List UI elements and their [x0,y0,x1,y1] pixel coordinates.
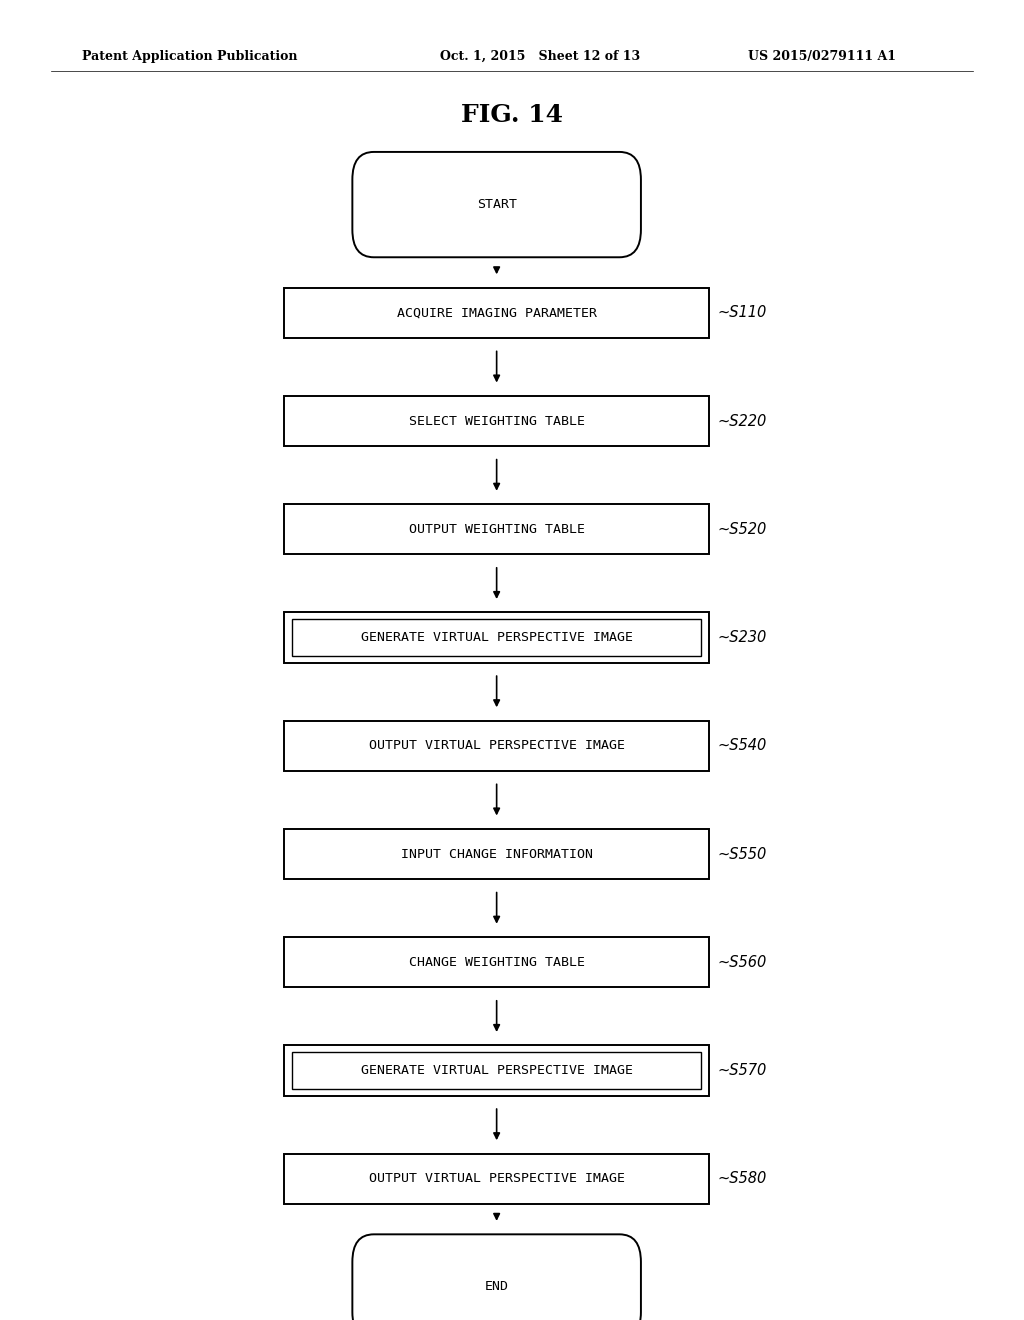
Text: GENERATE VIRTUAL PERSPECTIVE IMAGE: GENERATE VIRTUAL PERSPECTIVE IMAGE [360,631,633,644]
Text: ~S520: ~S520 [717,521,767,537]
Text: Patent Application Publication: Patent Application Publication [82,50,297,63]
Bar [284,612,709,663]
Text: OUTPUT VIRTUAL PERSPECTIVE IMAGE: OUTPUT VIRTUAL PERSPECTIVE IMAGE [369,739,625,752]
Text: ~S560: ~S560 [717,954,767,970]
Text: ~S580: ~S580 [717,1171,767,1187]
FancyBboxPatch shape [352,152,641,257]
Text: INPUT CHANGE INFORMATION: INPUT CHANGE INFORMATION [400,847,593,861]
Text: OUTPUT VIRTUAL PERSPECTIVE IMAGE: OUTPUT VIRTUAL PERSPECTIVE IMAGE [369,1172,625,1185]
Text: ~S570: ~S570 [717,1063,767,1078]
Text: CHANGE WEIGHTING TABLE: CHANGE WEIGHTING TABLE [409,956,585,969]
Bar [284,504,709,554]
Text: US 2015/0279111 A1: US 2015/0279111 A1 [748,50,896,63]
Bar [284,829,709,879]
FancyBboxPatch shape [352,1234,641,1320]
Bar [293,1052,700,1089]
Text: ~S110: ~S110 [717,305,767,321]
Bar [284,1045,709,1096]
Bar [284,396,709,446]
Text: ~S550: ~S550 [717,846,767,862]
Text: GENERATE VIRTUAL PERSPECTIVE IMAGE: GENERATE VIRTUAL PERSPECTIVE IMAGE [360,1064,633,1077]
Text: ACQUIRE IMAGING PARAMETER: ACQUIRE IMAGING PARAMETER [396,306,597,319]
Text: Oct. 1, 2015   Sheet 12 of 13: Oct. 1, 2015 Sheet 12 of 13 [440,50,640,63]
Text: START: START [476,198,517,211]
Text: ~S230: ~S230 [717,630,767,645]
Bar [284,721,709,771]
Text: FIG. 14: FIG. 14 [461,103,563,127]
Bar [284,288,709,338]
Text: OUTPUT WEIGHTING TABLE: OUTPUT WEIGHTING TABLE [409,523,585,536]
Bar [284,1154,709,1204]
Bar [293,619,700,656]
Bar [284,937,709,987]
Text: SELECT WEIGHTING TABLE: SELECT WEIGHTING TABLE [409,414,585,428]
Text: ~S540: ~S540 [717,738,767,754]
Text: ~S220: ~S220 [717,413,767,429]
Text: END: END [484,1280,509,1294]
